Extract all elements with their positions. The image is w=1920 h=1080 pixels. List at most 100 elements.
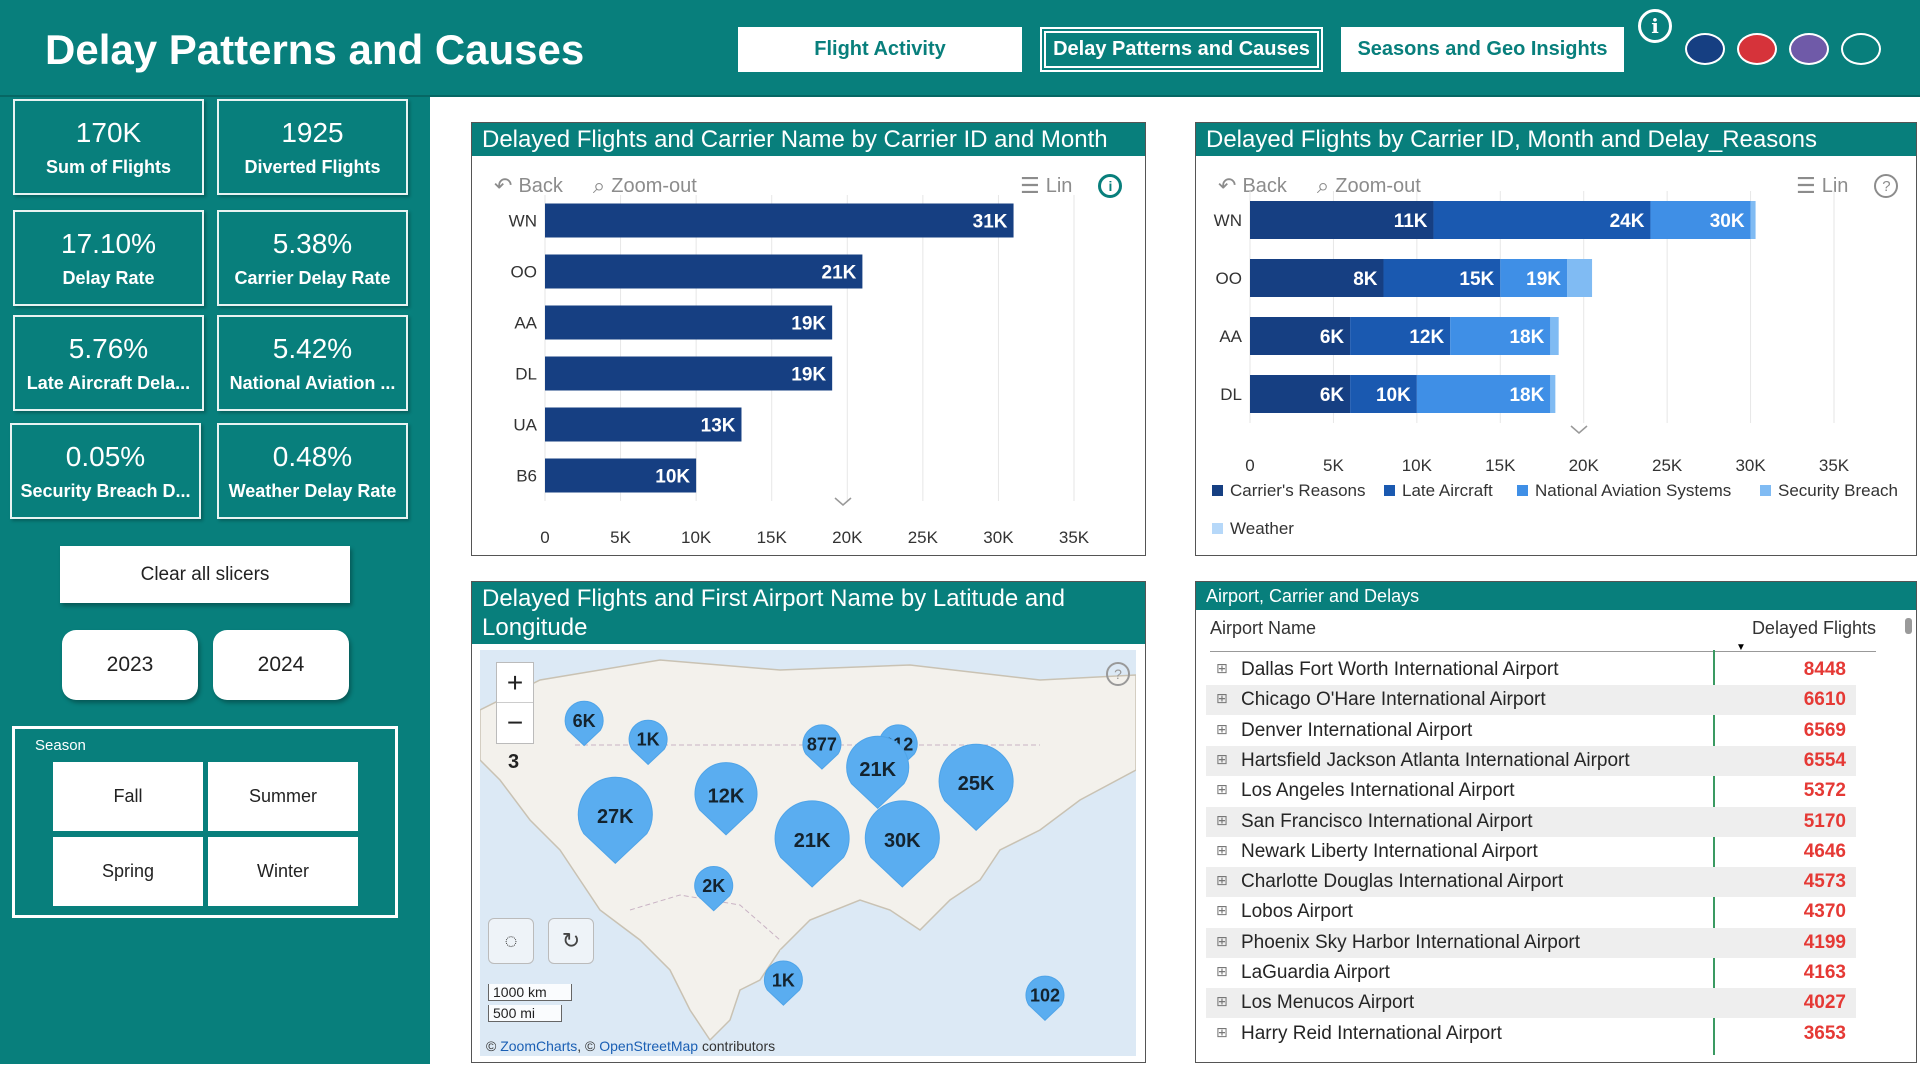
nav-delay-patterns[interactable]: Delay Patterns and Causes	[1040, 27, 1323, 72]
table-row[interactable]: ⊞ Charlotte Douglas International Airport…	[1206, 867, 1856, 898]
expand-icon[interactable]: ⊞	[1216, 963, 1228, 979]
magnifier-icon[interactable]: ⌕	[1316, 173, 1330, 198]
lin-button[interactable]: Lin	[1821, 174, 1849, 197]
bar-segment[interactable]	[1550, 375, 1556, 413]
table-row[interactable]: ⊞ Harry Reid International Airport 3653	[1206, 1019, 1856, 1049]
scroll-more-icon[interactable]	[834, 497, 852, 506]
clear-slicers-button[interactable]: Clear all slicers	[60, 546, 350, 603]
expand-icon[interactable]: ⊞	[1216, 902, 1228, 919]
map-marker[interactable]	[864, 800, 940, 888]
lasso-tool-button[interactable]: ◌	[488, 918, 534, 964]
legend-label[interactable]: Security Breach	[1778, 481, 1898, 500]
map-marker[interactable]	[694, 866, 734, 912]
year-2023-button[interactable]: 2023	[62, 630, 198, 700]
table-row[interactable]: ⊞ Lobos Airport 4370	[1206, 897, 1856, 927]
bar[interactable]	[545, 254, 863, 289]
help-icon[interactable]: ?	[1874, 174, 1899, 198]
table-row[interactable]: ⊞ Denver International Airport 6569	[1206, 716, 1856, 746]
season-summer[interactable]: Summer	[208, 762, 358, 831]
table-row[interactable]: ⊞ Hartsfield Jackson Atlanta Internationa…	[1206, 745, 1856, 776]
table-row[interactable]: ⊞ Newark Liberty International Airport 464…	[1206, 837, 1856, 867]
expand-icon[interactable]: ⊞	[1216, 660, 1228, 676]
map-marker[interactable]	[802, 724, 842, 770]
expand-icon[interactable]: ⊞	[1216, 841, 1228, 858]
theme-dot-red[interactable]	[1737, 33, 1777, 65]
back-button[interactable]: Back	[1242, 174, 1287, 197]
legend-label[interactable]: National Aviation Systems	[1535, 481, 1731, 500]
bar-segment[interactable]	[1250, 375, 1351, 413]
legend-label[interactable]: Late Aircraft	[1402, 481, 1493, 500]
map-marker[interactable]	[577, 776, 653, 865]
bar-segment[interactable]	[1750, 201, 1756, 239]
expand-icon[interactable]: ⊞	[1216, 993, 1228, 1010]
table-row[interactable]: ⊞ San Francisco International Airport 5170	[1206, 806, 1856, 837]
sort-desc-icon[interactable]: ▼	[1736, 642, 1746, 653]
map-marker[interactable]	[763, 960, 803, 1006]
theme-dot-blue[interactable]	[1685, 33, 1725, 65]
list-icon[interactable]: ☰	[1796, 173, 1816, 198]
bar[interactable]	[545, 305, 833, 340]
bar-segment[interactable]	[1416, 375, 1551, 413]
expand-icon[interactable]: ⊞	[1216, 781, 1228, 798]
expand-icon[interactable]: ⊞	[1216, 750, 1228, 767]
bar-segment[interactable]	[1450, 317, 1551, 355]
column-header-airport[interactable]: Airport Name	[1210, 618, 1317, 638]
bar-segment[interactable]	[1550, 317, 1559, 355]
nav-flight-activity[interactable]: Flight Activity	[738, 27, 1022, 72]
info-icon[interactable]: i	[1098, 174, 1123, 198]
bar-segment[interactable]	[1250, 201, 1434, 239]
table-row[interactable]: ⊞ Los Menucos Airport 4027	[1206, 988, 1856, 1019]
map-marker[interactable]	[564, 700, 604, 747]
table-row[interactable]: ⊞ Los Angeles International Airport 5372	[1206, 776, 1856, 806]
map-marker[interactable]	[938, 743, 1014, 831]
bar-segment[interactable]	[1383, 259, 1501, 297]
map-marker[interactable]	[694, 762, 758, 836]
back-arrow-icon[interactable]: ↶	[1218, 173, 1237, 198]
table-row[interactable]: ⊞ Phoenix Sky Harbor International Airpor…	[1206, 927, 1856, 958]
bar-segment[interactable]	[1350, 317, 1451, 355]
year-2024-button[interactable]: 2024	[213, 630, 349, 700]
bar-segment[interactable]	[1650, 201, 1751, 239]
map-marker[interactable]	[628, 719, 668, 766]
list-icon[interactable]: ☰	[1020, 173, 1040, 198]
reset-view-button[interactable]: ↻	[548, 918, 594, 964]
expand-icon[interactable]: ⊞	[1216, 690, 1228, 707]
back-button[interactable]: Back	[518, 174, 563, 197]
openstreetmap-link[interactable]: OpenStreetMap	[599, 1038, 699, 1054]
bar-segment[interactable]	[1500, 259, 1568, 297]
bar[interactable]	[545, 203, 1014, 238]
zoom-in-button[interactable]: +	[497, 663, 533, 703]
table-scrollbar[interactable]	[1905, 618, 1912, 634]
expand-icon[interactable]: ⊞	[1216, 1023, 1228, 1040]
scroll-more-icon[interactable]	[1570, 425, 1588, 434]
expand-icon[interactable]: ⊞	[1216, 872, 1228, 889]
bar-segment[interactable]	[1433, 201, 1651, 239]
column-header-delayed[interactable]: Delayed Flights	[1751, 618, 1876, 638]
legend-label[interactable]: Carrier's Reasons	[1230, 481, 1366, 500]
zoomcharts-link[interactable]: ZoomCharts	[500, 1038, 578, 1054]
back-arrow-icon[interactable]: ↶	[494, 173, 513, 198]
bar-segment[interactable]	[1250, 317, 1351, 355]
map-marker[interactable]	[774, 800, 850, 888]
bar-segment[interactable]	[1567, 259, 1593, 297]
theme-dot-teal[interactable]	[1841, 33, 1881, 65]
zoom-out-button[interactable]: Zoom-out	[1335, 174, 1421, 197]
season-spring[interactable]: Spring	[53, 837, 203, 906]
legend-label[interactable]: Weather	[1230, 519, 1294, 538]
expand-icon[interactable]: ⊞	[1216, 811, 1228, 828]
map-marker[interactable]	[846, 735, 910, 810]
bar-segment[interactable]	[1250, 259, 1384, 297]
map-canvas[interactable]: 6K1K87731221K25K27K12K21K30K2K1K102 + − …	[480, 650, 1136, 1056]
bar[interactable]	[545, 458, 697, 493]
expand-icon[interactable]: ⊞	[1216, 720, 1228, 737]
lin-button[interactable]: Lin	[1045, 174, 1073, 197]
zoom-out-map-button[interactable]: −	[506, 707, 524, 738]
theme-dot-purple[interactable]	[1789, 33, 1829, 65]
season-fall[interactable]: Fall	[53, 762, 203, 831]
table-row[interactable]: ⊞ Chicago O'Hare International Airport 661…	[1206, 685, 1856, 716]
season-winter[interactable]: Winter	[208, 837, 358, 906]
info-icon[interactable]: i	[1638, 9, 1672, 43]
magnifier-icon[interactable]: ⌕	[592, 173, 606, 198]
nav-seasons-geo[interactable]: Seasons and Geo Insights	[1341, 27, 1624, 72]
table-row[interactable]: ⊞ LaGuardia Airport 4163	[1206, 958, 1856, 988]
